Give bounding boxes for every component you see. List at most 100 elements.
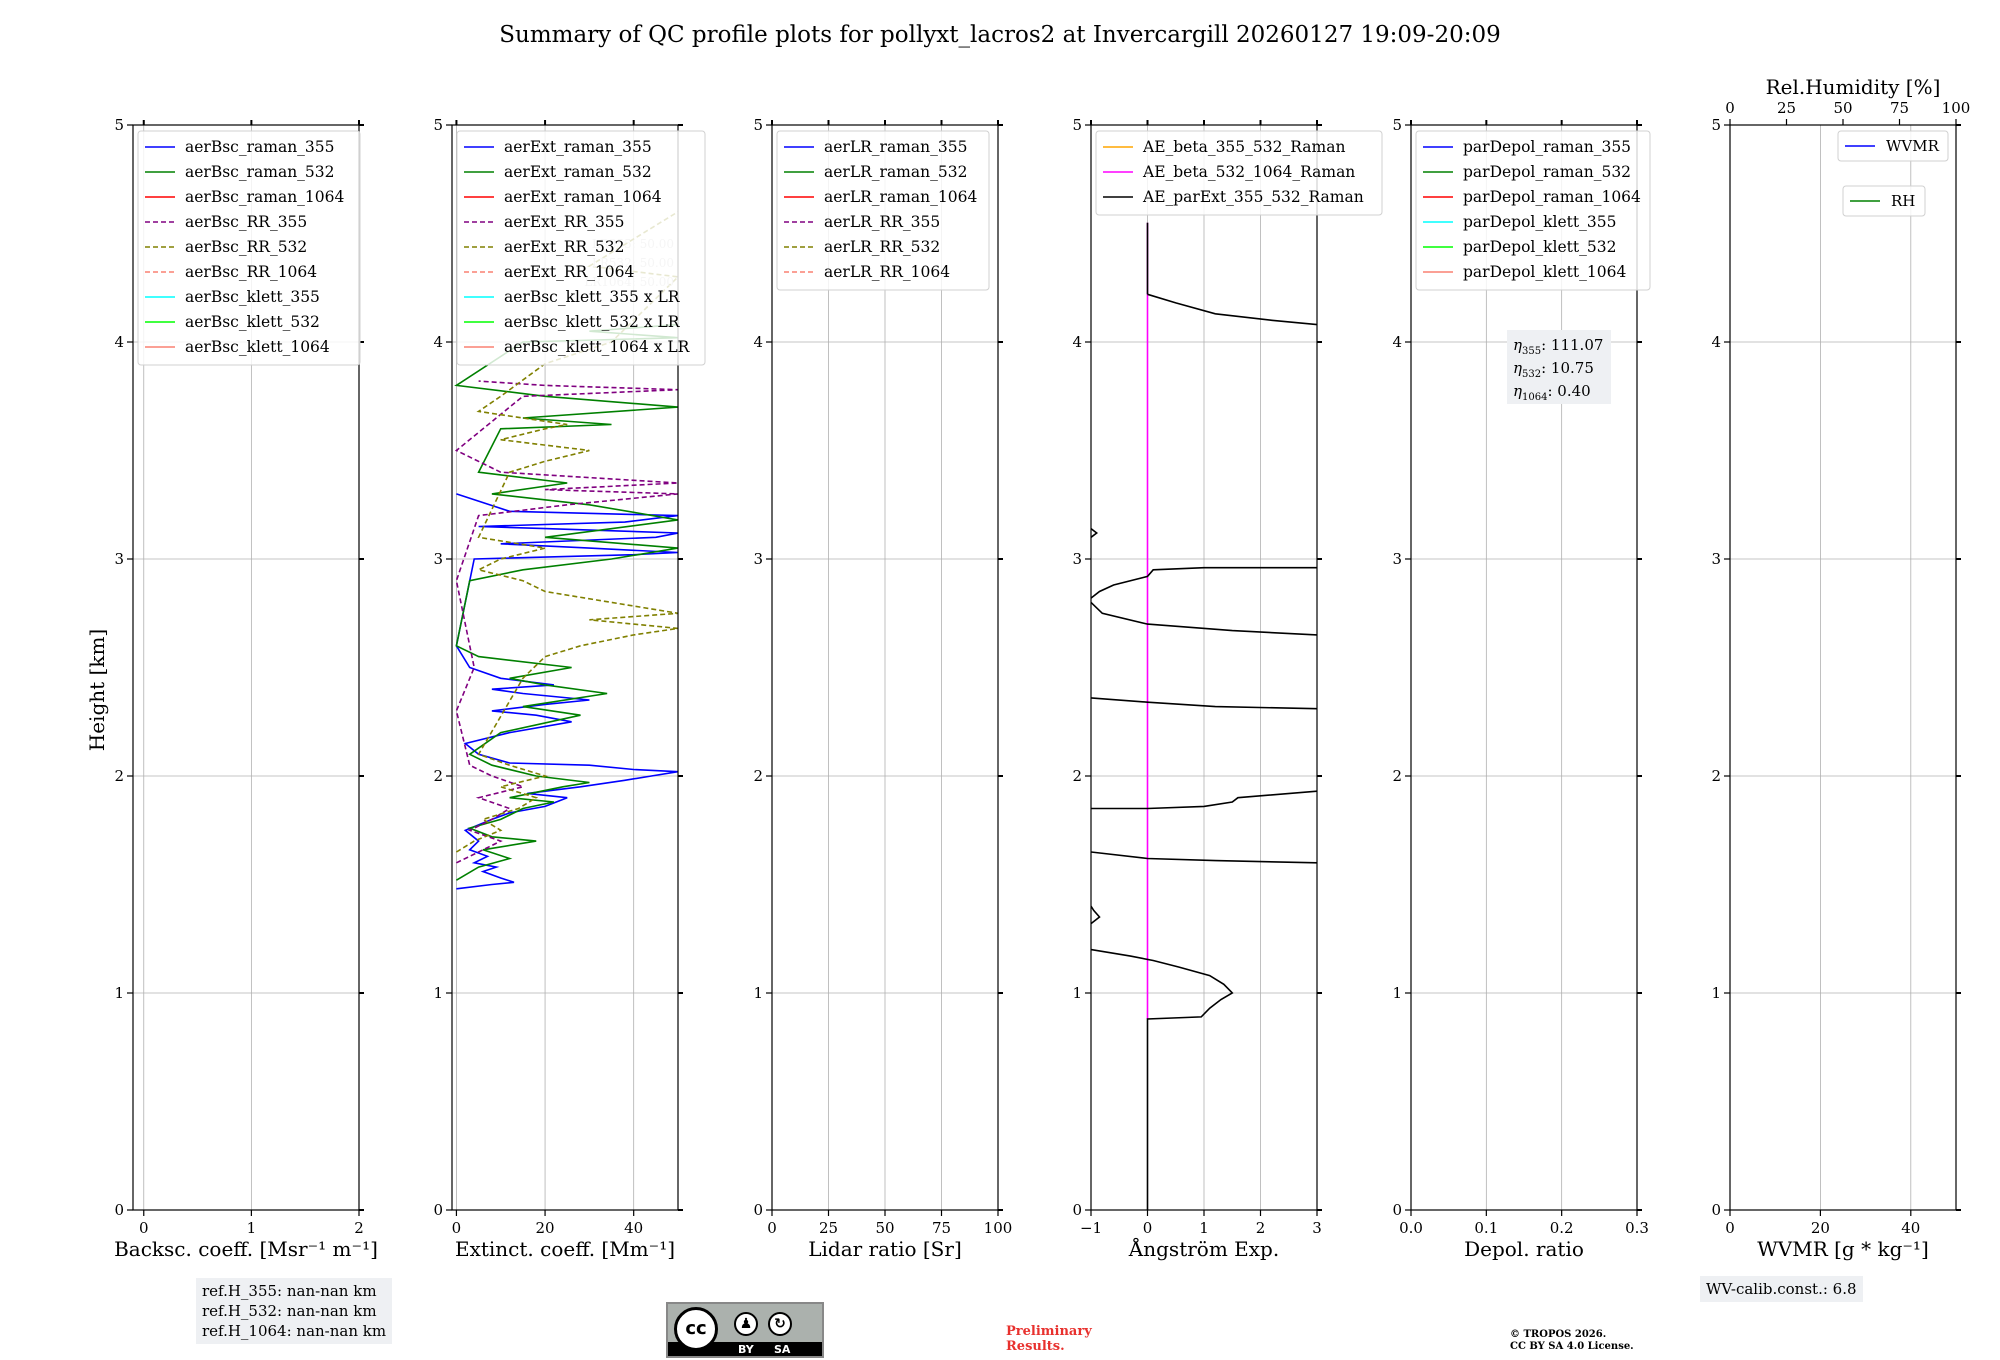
cc-by-label: BY [738, 1343, 754, 1356]
attribution-person-icon: ♟ [734, 1312, 758, 1336]
eta-value: : 0.40 [1547, 382, 1590, 400]
series-line-AE_parExt_355_532_Raman [1091, 566, 1317, 599]
eta-line: η1064: 0.40 [1513, 382, 1591, 403]
y-tick-label: 0 [433, 1201, 443, 1219]
y-tick-label: 2 [1072, 767, 1082, 785]
legend-label: AE_beta_355_532_Raman [1142, 138, 1345, 156]
legend-label: WVMR [1886, 137, 1940, 155]
ref-height-532: ref.H_532: nan-nan km [202, 1302, 377, 1320]
y-tick-label: 5 [1392, 116, 1402, 134]
series-line-AE_parExt_355_532_Raman [1091, 948, 1234, 1210]
series-line-AE_parExt_355_532_Raman [1091, 905, 1101, 925]
wv-calibration-constant: WV-calib.const.: 6.8 [1706, 1280, 1857, 1298]
legend-label: aerBsc_klett_1064 x LR [504, 338, 691, 356]
legend-label: aerBsc_raman_532 [185, 163, 335, 181]
legend-label: aerExt_RR_355 [504, 213, 625, 231]
cc-license-badge: cc ♟ ↻ BY SA [666, 1302, 824, 1358]
preliminary-results-note: Preliminary Results. [1006, 1324, 1092, 1354]
x-tick-label: 25 [819, 1219, 838, 1237]
eta-subscript: 1064 [1522, 392, 1547, 403]
top-axis-label: Rel.Humidity [%] [1766, 75, 1941, 99]
legend-wvmr: WVMR [1837, 130, 1949, 162]
y-axis-label: Height [km] [85, 629, 109, 751]
y-tick-label: 4 [433, 333, 443, 351]
x-tick-label: 3 [1312, 1219, 1322, 1237]
legend-label: aerBsc_raman_1064 [185, 188, 345, 206]
series-line-AE_parExt_355_532_Raman [1091, 790, 1317, 810]
ref-height-355: ref.H_355: nan-nan km [202, 1282, 377, 1300]
legend-label: parDepol_klett_532 [1463, 238, 1616, 256]
x-tick-label: 0 [452, 1219, 462, 1237]
legend-frame [1842, 185, 1926, 217]
x-tick-label: 0 [767, 1219, 777, 1237]
x-tick-label: 0.1 [1474, 1219, 1498, 1237]
legend-label: AE_parExt_355_532_Raman [1142, 188, 1364, 206]
x-tick-label: 0 [139, 1219, 149, 1237]
y-tick-label: 0 [1392, 1201, 1402, 1219]
copyright-note: © TROPOS 2026. CC BY SA 4.0 License. [1510, 1329, 1634, 1353]
top-x-tick-label: 75 [1890, 99, 1909, 117]
legend-label: aerExt_raman_532 [504, 163, 652, 181]
y-tick-label: 2 [433, 767, 443, 785]
axes-frame [451, 124, 679, 1211]
legend: AE_beta_355_532_Raman AE_beta_532_1064_Ra… [1095, 130, 1383, 216]
x-tick-label: 75 [932, 1219, 951, 1237]
legend: aerLR_raman_355 aerLR_raman_532 aerLR_rama… [776, 130, 990, 291]
legend-label: aerBsc_klett_532 [185, 313, 320, 331]
y-tick-label: 1 [433, 984, 443, 1002]
series-line-aerExt_raman_532 [454, 323, 678, 881]
y-tick-label: 0 [1711, 1201, 1721, 1219]
y-tick-label: 5 [114, 116, 124, 134]
series-group [1091, 222, 1317, 1210]
y-tick-label: 5 [753, 116, 763, 134]
legend-label: aerBsc_raman_355 [185, 138, 335, 156]
x-tick-label: 2 [1256, 1219, 1266, 1237]
legend-label: aerBsc_RR_1064 [185, 263, 317, 281]
eta-value: : 111.07 [1541, 336, 1603, 354]
top-x-tick-label: 50 [1833, 99, 1852, 117]
legend-label: aerLR_raman_1064 [824, 188, 977, 206]
eta-symbol: η [1513, 382, 1522, 400]
x-tick-label: 0.3 [1625, 1219, 1649, 1237]
series-line-aerExt_RR_532 [455, 211, 678, 853]
legend-label: aerLR_raman_355 [824, 138, 967, 156]
legend-label: aerLR_raman_532 [824, 163, 967, 181]
y-tick-label: 5 [1072, 116, 1082, 134]
y-tick-label: 1 [114, 984, 124, 1002]
series-line-AE_parExt_355_532_Raman [1091, 601, 1317, 636]
x-tick-label: 2 [354, 1219, 364, 1237]
legend-frame [137, 130, 361, 366]
legend-label: aerLR_RR_532 [824, 238, 940, 256]
y-tick-label: 4 [1072, 333, 1082, 351]
y-tick-label: 1 [753, 984, 763, 1002]
legend-frame [1095, 130, 1383, 216]
x-tick-label: 1 [247, 1219, 257, 1237]
y-tick-label: 5 [433, 116, 443, 134]
legend-frame [776, 130, 990, 291]
share-alike-icon: ↻ [768, 1312, 792, 1336]
legend-label: aerExt_RR_1064 [504, 263, 635, 281]
preliminary-line-2: Results. [1006, 1339, 1065, 1354]
legend-label: aerBsc_klett_355 [185, 288, 320, 306]
x-axis-label: Depol. ratio [1464, 1237, 1584, 1261]
eta-subscript: 355 [1522, 346, 1541, 357]
legend-label: parDepol_raman_532 [1463, 163, 1631, 181]
preliminary-line-1: Preliminary [1006, 1324, 1092, 1339]
x-tick-label: 40 [1901, 1219, 1920, 1237]
panel-5: 0 1 2 3 4 5 0.0 0.1 0.2 0.3 Depol. ratio parDepol_r… [1392, 116, 1651, 1261]
y-tick-label: 2 [1711, 767, 1721, 785]
panel-2: LR355: 50.00LR532: 50.00LR1064: 50.00012… [433, 116, 706, 1261]
legend: aerExt_raman_355 aerExt_raman_532 aerExt_r… [456, 130, 706, 366]
y-tick-label: 1 [1711, 984, 1721, 1002]
cc-logo-icon: cc [674, 1307, 718, 1351]
legend-label: RH [1891, 192, 1915, 210]
legend-label: parDepol_klett_355 [1463, 213, 1616, 231]
x-tick-label: 0.0 [1399, 1219, 1423, 1237]
x-tick-label: 40 [624, 1219, 643, 1237]
eta-value: : 10.75 [1541, 359, 1594, 377]
